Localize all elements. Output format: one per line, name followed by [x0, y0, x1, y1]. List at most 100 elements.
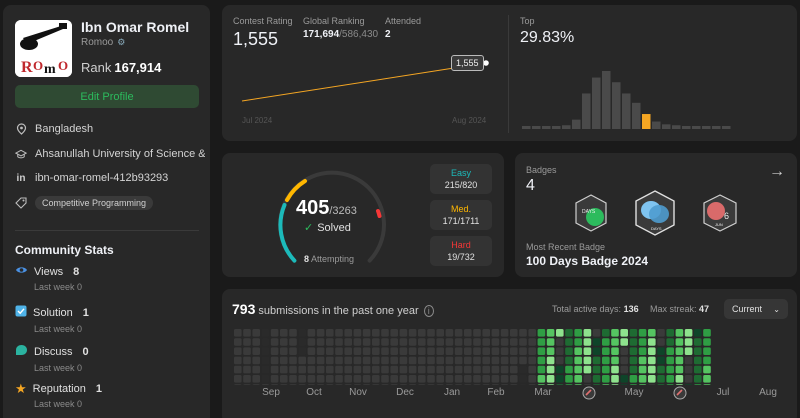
heatmap-cell[interactable]	[620, 329, 628, 337]
heatmap-cell[interactable]	[473, 384, 481, 385]
heatmap-cell[interactable]	[390, 365, 398, 374]
heatmap-cell[interactable]	[408, 375, 417, 383]
info-icon[interactable]: i	[423, 305, 434, 317]
heatmap-cell[interactable]	[390, 338, 398, 346]
heatmap-cell[interactable]	[583, 356, 592, 365]
heatmap-cell[interactable]	[408, 329, 417, 337]
heatmap-cell[interactable]	[307, 338, 316, 346]
linkedin-row[interactable]: in ibn-omar-romel-412b93293	[15, 172, 205, 184]
heatmap-cell[interactable]	[611, 338, 619, 346]
heatmap-cell[interactable]	[270, 365, 279, 374]
heatmap-cell[interactable]	[344, 356, 352, 365]
heatmap-cell[interactable]	[556, 384, 564, 385]
heatmap-cell[interactable]	[234, 329, 242, 337]
heatmap-cell[interactable]	[611, 384, 619, 385]
heatmap-cell[interactable]	[703, 356, 711, 365]
heatmap-cell[interactable]	[362, 356, 371, 365]
heatmap-cell[interactable]	[574, 329, 582, 337]
distribution-bar[interactable]	[672, 125, 681, 129]
heatmap-cell[interactable]	[270, 329, 279, 337]
heatmap-cell[interactable]	[583, 384, 592, 385]
heatmap-cell[interactable]	[418, 329, 426, 337]
heatmap-cell[interactable]	[574, 347, 582, 355]
heatmap-cell[interactable]	[326, 375, 334, 383]
heatmap-cell[interactable]	[427, 365, 435, 374]
distribution-bar[interactable]	[692, 126, 701, 129]
heatmap-cell[interactable]	[362, 347, 371, 355]
heatmap-cell[interactable]	[307, 347, 316, 355]
heatmap-cell[interactable]	[491, 338, 500, 346]
heatmap-cell[interactable]	[611, 347, 619, 355]
heatmap-cell[interactable]	[546, 356, 555, 365]
heatmap-cell[interactable]	[556, 375, 564, 383]
heatmap-cell[interactable]	[638, 365, 647, 374]
heatmap-cell[interactable]	[675, 347, 684, 355]
heatmap-cell[interactable]	[666, 375, 674, 383]
heatmap-cell[interactable]	[666, 338, 674, 346]
heatmap-cell[interactable]	[565, 365, 573, 374]
heatmap-cell[interactable]	[583, 347, 592, 355]
year-dropdown[interactable]: Current ⌄	[724, 299, 788, 319]
heatmap-cell[interactable]	[362, 375, 371, 383]
heatmap-cell[interactable]	[657, 338, 665, 346]
heatmap-cell[interactable]	[675, 356, 684, 365]
heatmap-cell[interactable]	[445, 375, 454, 383]
heatmap-cell[interactable]	[289, 375, 297, 383]
heatmap-cell[interactable]	[454, 338, 463, 346]
heatmap-cell[interactable]	[436, 338, 444, 346]
heatmap-cell[interactable]	[390, 329, 398, 337]
heatmap-cell[interactable]	[362, 338, 371, 346]
heatmap-cell[interactable]	[473, 365, 481, 374]
heatmap-cell[interactable]	[298, 384, 306, 385]
heatmap-cell[interactable]	[510, 338, 518, 346]
heatmap-cell[interactable]	[657, 375, 665, 383]
heatmap-cell[interactable]	[528, 329, 536, 337]
heatmap-cell[interactable]	[629, 356, 638, 365]
heatmap-cell[interactable]	[638, 329, 647, 337]
heatmap-cell[interactable]	[399, 365, 408, 374]
heatmap-cell[interactable]	[381, 347, 389, 355]
heatmap-cell[interactable]	[307, 365, 316, 374]
heatmap-cell[interactable]	[592, 338, 601, 346]
heatmap-cell[interactable]	[243, 347, 251, 355]
heatmap-cell[interactable]	[464, 347, 472, 355]
heatmap-cell[interactable]	[684, 384, 693, 385]
heatmap-cell[interactable]	[252, 375, 260, 383]
heatmap-cell[interactable]	[243, 338, 251, 346]
heatmap-cell[interactable]	[629, 375, 638, 383]
heatmap-cell[interactable]	[372, 338, 380, 346]
heatmap-cell[interactable]	[464, 356, 472, 365]
heatmap-cell[interactable]	[491, 356, 500, 365]
heatmap-cell[interactable]	[418, 384, 426, 385]
heatmap-cell[interactable]	[243, 365, 251, 374]
heatmap-cell[interactable]	[372, 329, 380, 337]
heatmap-cell[interactable]	[408, 347, 417, 355]
heatmap-cell[interactable]	[362, 329, 371, 337]
heatmap-cell[interactable]	[574, 356, 582, 365]
heatmap-cell[interactable]	[703, 384, 711, 385]
distribution-bar[interactable]	[602, 71, 611, 129]
heatmap-cell[interactable]	[243, 329, 251, 337]
heatmap-cell[interactable]	[620, 375, 628, 383]
heatmap-cell[interactable]	[500, 329, 509, 337]
heatmap-cell[interactable]	[675, 375, 684, 383]
heatmap-cell[interactable]	[427, 329, 435, 337]
heatmap-cell[interactable]	[473, 338, 481, 346]
heatmap-cell[interactable]	[307, 384, 316, 385]
heatmap-cell[interactable]	[675, 365, 684, 374]
heatmap-cell[interactable]	[436, 347, 444, 355]
heatmap-cell[interactable]	[500, 347, 509, 355]
heatmap-cell[interactable]	[528, 384, 536, 385]
heatmap-cell[interactable]	[648, 365, 656, 374]
heatmap-cell[interactable]	[473, 356, 481, 365]
heatmap-cell[interactable]	[491, 365, 500, 374]
heatmap-cell[interactable]	[261, 384, 270, 385]
heatmap-cell[interactable]	[372, 365, 380, 374]
heatmap-cell[interactable]	[537, 338, 546, 346]
heatmap-cell[interactable]	[353, 347, 362, 355]
heatmap-cell[interactable]	[289, 384, 297, 385]
heatmap-cell[interactable]	[464, 375, 472, 383]
heatmap-cell[interactable]	[280, 329, 288, 337]
heatmap-cell[interactable]	[289, 338, 297, 346]
heatmap-cell[interactable]	[261, 375, 270, 383]
